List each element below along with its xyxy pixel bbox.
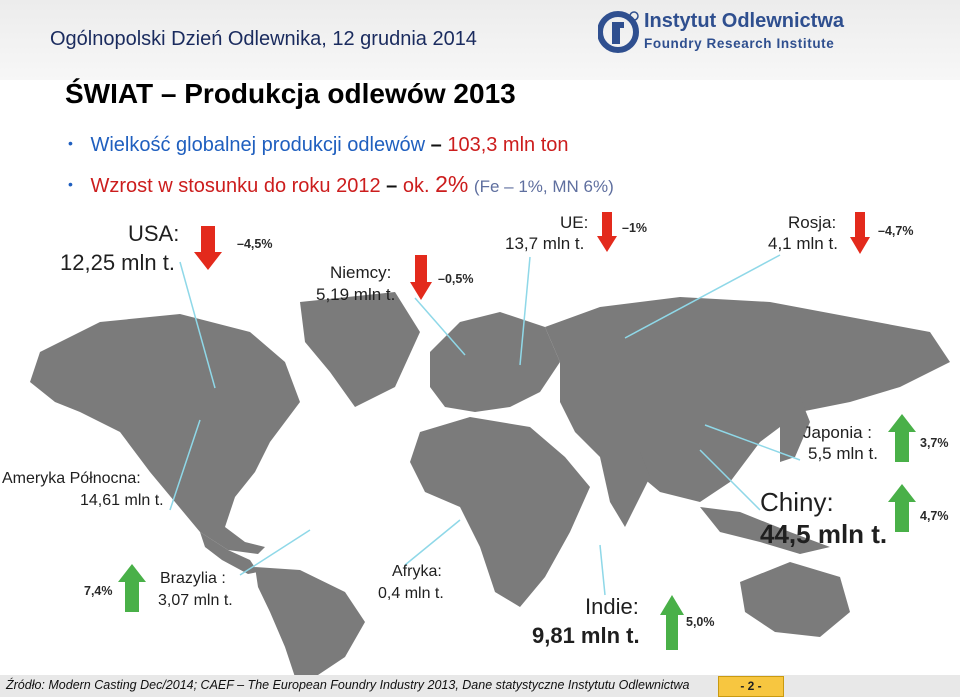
japan-name: Japonia : (803, 423, 872, 442)
central-america-shape (200, 532, 258, 574)
connector-usa (179, 261, 216, 389)
india-value: 9,81 mln t. (532, 623, 640, 648)
bullet-value-prefix: ok. (402, 175, 430, 197)
africa-value: 0,4 mln t. (378, 585, 444, 602)
south-america-shape (255, 567, 365, 677)
eu-change: –1% (622, 221, 648, 235)
japan-value: 5,5 mln t. (808, 444, 878, 463)
institute-logo-icon (597, 11, 639, 53)
asia-shape (545, 297, 950, 502)
germany-name: Niemcy: (330, 263, 392, 282)
bullet-label: Wielkość globalnej produkcji odlewów (90, 134, 426, 156)
russia-name: Rosja: (788, 213, 837, 232)
africa-shape (410, 417, 590, 607)
bullet-list: Wielkość globalnej produkcji odlewów – 1… (68, 126, 614, 206)
china-name: Chiny: (760, 487, 834, 517)
bullet-value: 103,3 mln ton (447, 134, 569, 156)
slide-title: ŚWIAT – Produkcja odlewów 2013 (65, 78, 516, 109)
eu-name: UE: (560, 213, 589, 232)
australia-shape (740, 562, 850, 637)
usa-value: 12,25 mln t. (60, 250, 175, 275)
slide-footer: Źródło: Modern Casting Dec/2014; CAEF – … (0, 675, 960, 697)
event-title: Ogólnopolski Dzień Odlewnika, 12 grudnia… (50, 28, 477, 50)
brazil-change: 7,4% (84, 584, 113, 598)
bullet-label: Wzrost w stosunku do roku 2012 (90, 175, 381, 197)
source-note: Źródło: Modern Casting Dec/2014; CAEF – … (6, 678, 690, 692)
bullet-dash: – (386, 175, 398, 197)
usa-name: USA: (128, 221, 180, 246)
logo-subtitle: Foundry Research Institute (644, 36, 835, 51)
connector-brazil (239, 529, 311, 576)
russia-change: –4,7% (878, 224, 914, 238)
bullet-dash: – (430, 134, 442, 156)
china-change: 4,7% (920, 509, 949, 523)
page-number: - 2 - (718, 676, 784, 697)
connector-north-america (169, 419, 201, 511)
bullet-item: Wielkość globalnej produkcji odlewów – 1… (68, 126, 614, 165)
world-map (30, 292, 950, 677)
india-shape (600, 452, 650, 527)
india-name: Indie: (585, 594, 639, 619)
up-arrow-icon (888, 484, 916, 532)
africa-name: Afryka: (392, 563, 442, 580)
brazil-name: Brazylia : (160, 570, 226, 587)
bullet-item: Wzrost w stosunku do roku 2012 – ok. 2% … (68, 165, 614, 206)
bullet-value: 2% (435, 171, 469, 197)
japan-shape (780, 397, 810, 462)
logo-name: Instytut Odlewnictwa (644, 10, 845, 32)
bullet-note: (Fe – 1%, MN 6%) (473, 177, 614, 196)
china-value: 44,5 mln t. (760, 519, 888, 549)
southeast-asia-shape (700, 507, 830, 554)
greenland-shape (300, 292, 420, 407)
up-arrow-icon (118, 564, 146, 612)
down-arrow-icon (194, 226, 222, 270)
north-america-name: Ameryka Północna: (2, 470, 141, 487)
connector-germany (414, 297, 466, 356)
eu-value: 13,7 mln t. (505, 234, 585, 253)
usa-change: –4,5% (237, 237, 273, 251)
up-arrow-icon (888, 414, 916, 462)
india-change: 5,0% (686, 615, 715, 629)
connector-africa (404, 519, 461, 566)
down-arrow-icon (850, 212, 870, 254)
europe-shape (430, 312, 560, 412)
down-arrow-icon (597, 212, 617, 252)
north-america-shape (30, 314, 300, 554)
connector-russia (624, 254, 781, 339)
germany-value: 5,19 mln t. (316, 285, 396, 304)
germany-change: –0,5% (438, 272, 474, 286)
connector-india (599, 544, 606, 596)
connector-china (699, 449, 761, 511)
institute-logo: Instytut Odlewnictwa Foundry Research In… (597, 8, 898, 60)
down-arrow-icon (410, 255, 432, 300)
brazil-value: 3,07 mln t. (158, 592, 233, 609)
connector-japan (704, 424, 801, 461)
japan-change: 3,7% (920, 436, 949, 450)
up-arrow-icon (660, 595, 684, 650)
slide-header: Ogólnopolski Dzień Odlewnika, 12 grudnia… (0, 0, 960, 80)
russia-value: 4,1 mln t. (768, 234, 838, 253)
north-america-value: 14,61 mln t. (80, 492, 164, 509)
connector-eu (519, 256, 531, 366)
